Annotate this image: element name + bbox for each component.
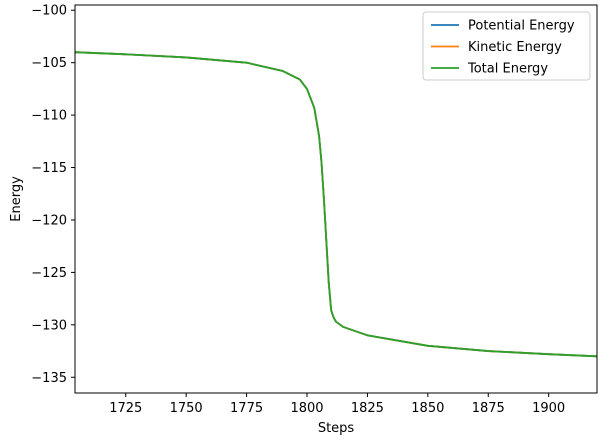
- legend-label: Potential Energy: [468, 19, 575, 34]
- y-tick-label: −110: [31, 109, 67, 124]
- x-tick-label: 1725: [109, 401, 142, 416]
- legend-label: Kinetic Energy: [468, 40, 562, 55]
- series-line-total-energy: [75, 51, 597, 358]
- series-lines: [75, 51, 597, 358]
- y-tick-label: −105: [31, 56, 67, 71]
- y-tick-label: −120: [31, 213, 67, 228]
- series-line-potential-energy: [75, 51, 597, 358]
- x-axis-label: Steps: [318, 421, 355, 436]
- x-tick-label: 1900: [532, 401, 565, 416]
- legend-box: [422, 11, 591, 81]
- x-tick-label: 1850: [411, 401, 444, 416]
- x-tick-label: 1750: [170, 401, 203, 416]
- x-tick-label: 1800: [290, 401, 323, 416]
- y-tick-label: −125: [31, 266, 67, 281]
- legend-label: Total Energy: [467, 62, 548, 77]
- y-tick-label: −130: [31, 318, 67, 333]
- y-tick-label: −115: [31, 161, 67, 176]
- ticks: 1725 1750 1775 1800 1825 1850 1875 1900 −100 −105…: [31, 4, 565, 416]
- series-line-kinetic-energy: [75, 51, 597, 358]
- x-tick-label: 1825: [351, 401, 384, 416]
- y-tick-label: −135: [31, 371, 67, 386]
- y-tick-label: −100: [31, 4, 67, 19]
- y-axis-label: Energy: [9, 176, 24, 222]
- x-tick-label: 1775: [230, 401, 263, 416]
- axes: [74, 4, 598, 394]
- x-tick-label: 1875: [472, 401, 505, 416]
- plot-frame: [74, 4, 598, 394]
- legend: Potential Energy Kinetic Energy Total Ener…: [422, 11, 591, 81]
